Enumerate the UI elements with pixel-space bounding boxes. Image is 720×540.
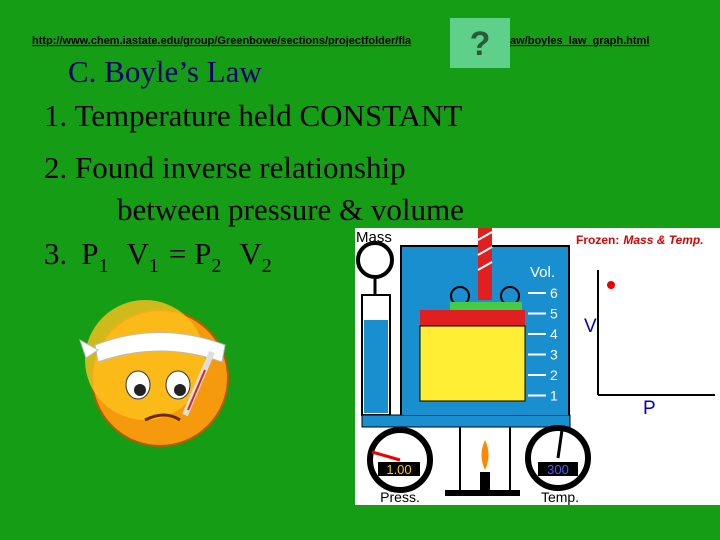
volume-tick-label: 2 — [550, 367, 558, 383]
volume-tick-label: 1 — [550, 388, 558, 404]
mass-label: Mass — [356, 229, 392, 246]
volume-tick-label: 5 — [550, 306, 558, 322]
symbol: = P — [169, 236, 211, 271]
symbol: P — [81, 236, 98, 271]
url-end[interactable]: aw/boyles_law_graph.html — [510, 35, 649, 47]
subscript: 2 — [262, 255, 272, 277]
list-item: 2. Found inverse relationship — [44, 150, 406, 185]
simulation: Mass Frozen: Mass & Temp. Vol. 6 5 4 3 2 1 V P… — [355, 228, 720, 505]
url-start[interactable]: http://www.chem.iastate.edu/group/Greenb… — [32, 35, 412, 47]
help-button-label[interactable]: ? — [470, 25, 491, 63]
sick-emoji — [79, 300, 229, 447]
status-label: Frozen: — [576, 233, 619, 247]
graph-x-label: P — [643, 398, 656, 419]
title: C. Boyle’s Law — [68, 54, 262, 89]
subscript: 1 — [149, 255, 159, 277]
symbol: V — [239, 236, 262, 271]
list-item: between pressure & volume — [117, 192, 464, 227]
volume-tick-label: 6 — [550, 285, 558, 301]
item-number: 3. — [44, 236, 67, 271]
pressure-value: 1.00 — [386, 462, 411, 477]
volume-tick-label: 4 — [550, 326, 558, 342]
temperature-value: 300 — [547, 462, 569, 477]
temperature-label: Temp. — [541, 489, 579, 505]
graph-y-label: V — [584, 316, 597, 337]
list-item: 1. Temperature held CONSTANT — [44, 98, 462, 133]
symbol: V — [127, 236, 150, 271]
volume-tick-label: 3 — [550, 347, 558, 363]
pressure-label: Press. — [380, 489, 420, 505]
subscript: 2 — [211, 255, 221, 277]
subscript: 1 — [99, 255, 109, 277]
url[interactable]: http://www.chem.iastate.edu/group/Greenb… — [32, 35, 412, 47]
status-detail: Mass & Temp. — [623, 233, 703, 247]
help-button[interactable] — [450, 18, 510, 68]
status: Frozen: Mass & Temp. — [576, 233, 704, 247]
formula: 3. P1 V1 = P2 V2 — [44, 236, 272, 277]
volume-scale: 6 5 4 3 2 1 — [528, 285, 558, 404]
volume-label: Vol. — [530, 264, 555, 281]
